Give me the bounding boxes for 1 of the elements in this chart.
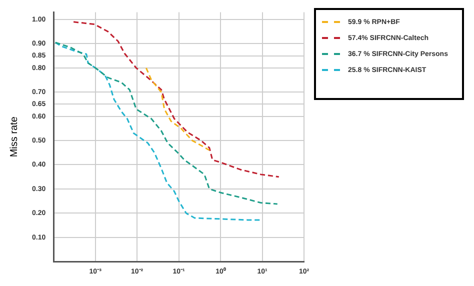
- y-axis-title: Miss rate: [8, 116, 20, 158]
